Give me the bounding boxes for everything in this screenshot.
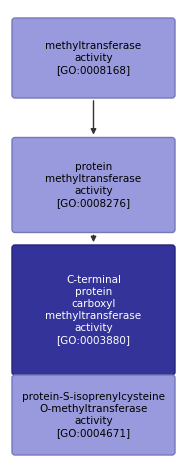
Text: protein-S-isoprenylcysteine
O-methyltransferase
activity
[GO:0004671]: protein-S-isoprenylcysteine O-methyltran… [22,392,165,438]
FancyBboxPatch shape [12,245,175,375]
Text: methyltransferase
activity
[GO:0008168]: methyltransferase activity [GO:0008168] [45,41,142,75]
FancyBboxPatch shape [12,375,175,455]
FancyBboxPatch shape [12,138,175,232]
Text: C-terminal
protein
carboxyl
methyltransferase
activity
[GO:0003880]: C-terminal protein carboxyl methyltransf… [45,275,142,345]
FancyBboxPatch shape [12,18,175,98]
Text: protein
methyltransferase
activity
[GO:0008276]: protein methyltransferase activity [GO:0… [45,162,142,208]
